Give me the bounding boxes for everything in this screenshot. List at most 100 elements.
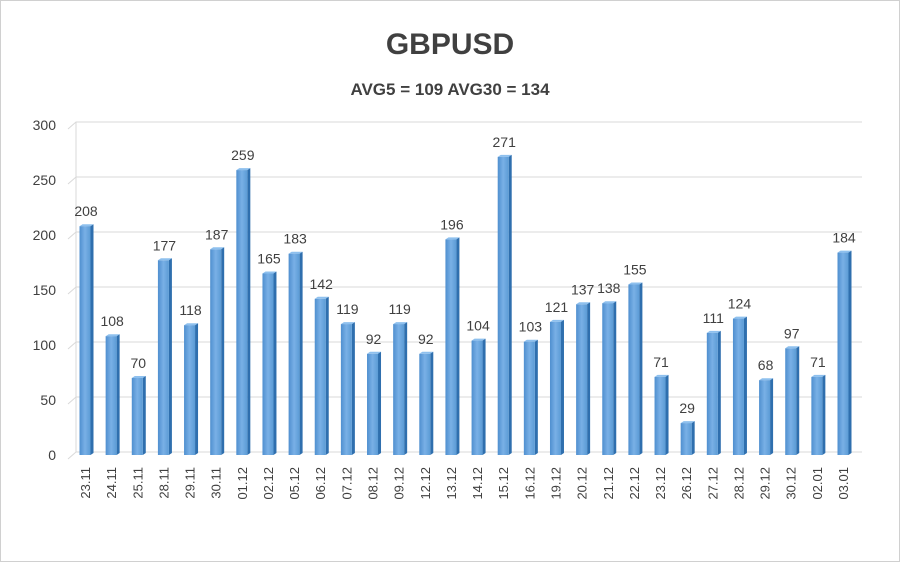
- x-tick-label: 21.12: [601, 467, 616, 500]
- bar-top: [523, 339, 538, 342]
- data-label: 177: [153, 237, 177, 253]
- data-label: 92: [366, 331, 382, 347]
- bar-side: [587, 302, 591, 455]
- x-tick-label: 08.12: [366, 467, 381, 500]
- bar-top: [131, 376, 146, 378]
- bar: [105, 336, 117, 455]
- bar-top: [79, 224, 94, 227]
- x-tick-label: 02.01: [810, 467, 825, 500]
- bar-top: [628, 282, 643, 285]
- data-label: 155: [623, 262, 647, 278]
- data-label: 259: [231, 147, 255, 163]
- bar-side: [613, 301, 617, 455]
- bar-top: [419, 351, 434, 354]
- bar: [680, 423, 692, 455]
- bar: [523, 341, 535, 455]
- data-label: 118: [179, 302, 202, 318]
- bar-top: [576, 302, 591, 305]
- data-label: 142: [310, 276, 334, 292]
- bar-side: [116, 334, 120, 455]
- bar-side: [404, 322, 408, 455]
- x-tick-label: 16.12: [522, 467, 537, 500]
- bar-top: [367, 351, 382, 354]
- bar-top: [393, 322, 408, 325]
- data-label: 103: [519, 319, 543, 335]
- bar: [602, 303, 614, 455]
- chart-title: GBPUSD: [385, 28, 515, 61]
- bar-side: [508, 154, 512, 455]
- data-label: 124: [728, 296, 752, 312]
- y-tick-label: 50: [40, 392, 56, 408]
- bar-top: [340, 322, 355, 325]
- bar: [732, 318, 744, 455]
- bar: [811, 376, 823, 455]
- bar-side: [691, 421, 695, 455]
- bar-top: [210, 247, 225, 250]
- x-tick-label: 09.12: [392, 467, 407, 500]
- bar-top: [680, 421, 695, 424]
- gridline: [67, 121, 862, 130]
- bar: [576, 304, 588, 455]
- bar-top: [184, 323, 199, 326]
- bar-side: [482, 338, 486, 455]
- bar-top: [157, 258, 172, 261]
- data-label: 29: [679, 400, 695, 416]
- bar-side: [560, 319, 564, 455]
- bar-side: [770, 378, 774, 455]
- bar: [706, 332, 718, 455]
- x-tick-label: 03.01: [836, 467, 851, 500]
- x-tick-label: 30.12: [784, 467, 799, 500]
- bar-side: [378, 351, 382, 455]
- bar-side: [142, 376, 146, 455]
- data-label: 92: [418, 331, 434, 347]
- bar-side: [848, 250, 852, 455]
- gridline: [67, 176, 862, 185]
- bar: [759, 380, 771, 455]
- x-tick-label: 01.12: [235, 467, 250, 500]
- x-tick-label: 05.12: [287, 467, 302, 500]
- bar: [262, 273, 274, 455]
- bar: [184, 325, 196, 455]
- bar-side: [325, 296, 329, 455]
- bar: [785, 348, 797, 455]
- data-label: 97: [784, 325, 800, 341]
- x-tick-label: 14.12: [470, 467, 485, 500]
- bar-side: [247, 168, 251, 455]
- data-label: 138: [597, 280, 621, 296]
- bar-top: [837, 250, 852, 253]
- data-label: 71: [810, 354, 826, 370]
- bar-top: [654, 374, 669, 377]
- bar: [131, 378, 143, 455]
- x-tick-label: 15.12: [496, 467, 511, 500]
- bar: [549, 321, 561, 455]
- x-tick-label: 26.12: [679, 467, 694, 500]
- data-label: 183: [283, 231, 307, 247]
- gridline: [67, 231, 862, 240]
- bar: [236, 170, 248, 455]
- data-label: 119: [336, 301, 359, 317]
- bar-top: [288, 251, 303, 254]
- x-tick-label: 20.12: [575, 467, 590, 500]
- bar-top: [549, 319, 564, 322]
- data-label: 208: [74, 203, 98, 219]
- x-tick-label: 23.11: [78, 467, 93, 499]
- x-tick-label: 02.12: [261, 467, 276, 500]
- bar-side: [717, 330, 721, 455]
- x-tick-label: 28.11: [156, 467, 171, 499]
- bar-side: [534, 339, 538, 455]
- bar-side: [273, 271, 277, 455]
- data-label: 121: [545, 299, 569, 315]
- bar-top: [811, 374, 826, 377]
- x-tick-label: 06.12: [313, 467, 328, 500]
- bar: [288, 253, 300, 455]
- data-label: 108: [100, 313, 124, 329]
- bar: [340, 324, 352, 455]
- x-tick-label: 30.11: [209, 467, 224, 499]
- bar-side: [822, 374, 826, 455]
- bar: [157, 260, 169, 455]
- y-tick-label: 250: [33, 172, 57, 188]
- bar-top: [445, 237, 460, 240]
- y-tick-label: 150: [33, 282, 57, 298]
- bar: [393, 324, 405, 455]
